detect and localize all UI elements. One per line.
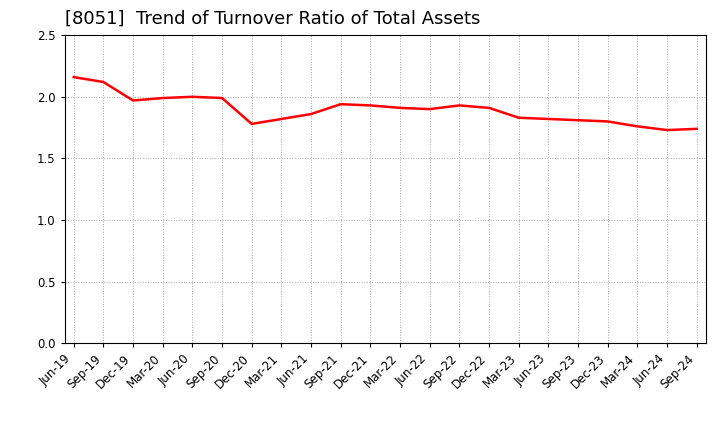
Text: [8051]  Trend of Turnover Ratio of Total Assets: [8051] Trend of Turnover Ratio of Total … <box>65 10 480 28</box>
